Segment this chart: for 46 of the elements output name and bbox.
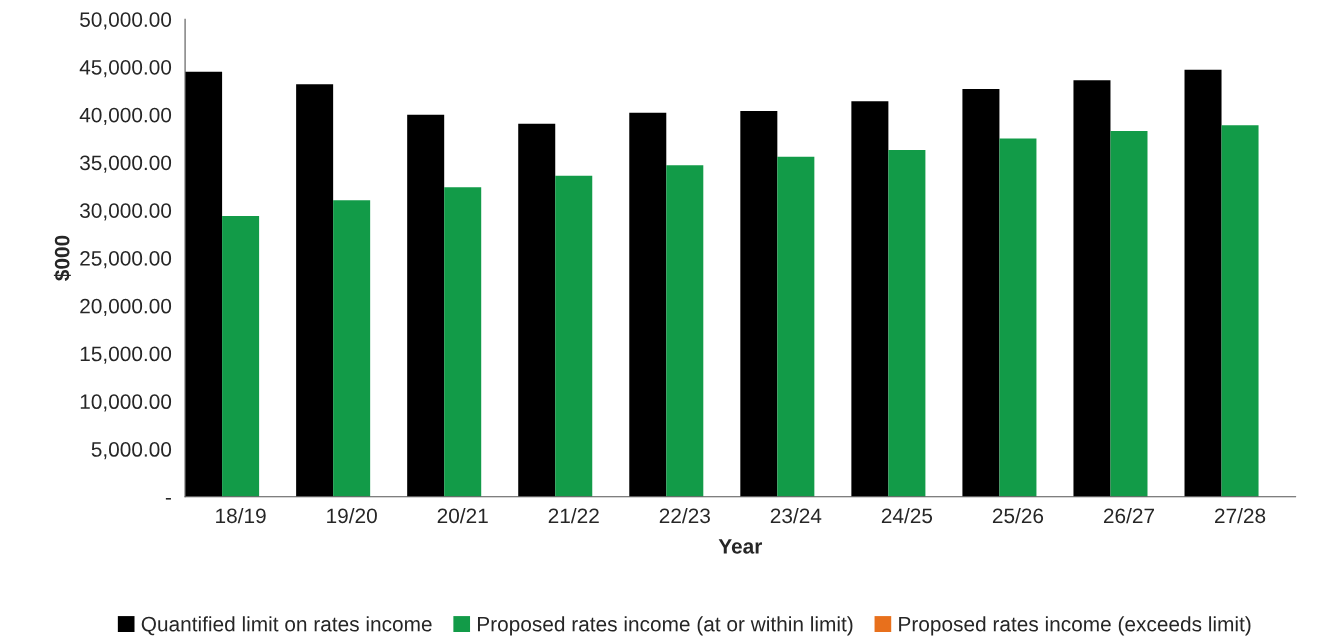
bar xyxy=(999,138,1037,497)
bar xyxy=(222,215,260,497)
legend-label: Proposed rates income (at or within limit) xyxy=(478,616,853,636)
x-tick-label: 20/21 xyxy=(437,507,488,524)
y-tick-label: 30,000.00 xyxy=(80,203,172,221)
y-tick-label: 15,000.00 xyxy=(80,346,172,364)
bar xyxy=(1221,125,1259,497)
bar xyxy=(740,110,778,497)
bar xyxy=(444,187,482,497)
y-tick-label: 40,000.00 xyxy=(79,107,172,125)
bar xyxy=(962,88,1000,497)
legend-label: Proposed rates income (exceeds limit) xyxy=(899,616,1251,636)
x-tick-label: 26/27 xyxy=(1103,507,1155,524)
bar xyxy=(555,175,593,497)
x-axis-title: Year xyxy=(718,539,763,554)
y-tick-label: 50,000.00 xyxy=(80,12,172,30)
x-tick-label: 18/19 xyxy=(216,507,266,524)
legend-label: Quantified limit on rates income xyxy=(141,616,432,636)
bar xyxy=(185,71,223,497)
x-tick-label: 19/20 xyxy=(327,507,377,524)
bar xyxy=(629,112,667,497)
y-tick-label: - xyxy=(165,497,171,500)
y-axis-title: $000 xyxy=(53,235,71,281)
y-tick-label: 20,000.00 xyxy=(80,298,172,316)
bar xyxy=(888,150,926,497)
bar xyxy=(518,123,556,497)
bar xyxy=(1110,130,1148,497)
bar xyxy=(1073,80,1111,497)
bar xyxy=(851,101,889,497)
bar xyxy=(777,156,815,497)
bar xyxy=(407,114,445,497)
y-tick-label: 45,000.00 xyxy=(79,59,172,78)
y-tick-label: 35,000.00 xyxy=(80,155,172,173)
y-tick-label: 10,000.00 xyxy=(80,394,172,412)
x-tick-label: 22/23 xyxy=(659,507,710,524)
bar xyxy=(296,84,334,497)
bar xyxy=(1184,69,1222,497)
x-tick-label: 25/26 xyxy=(992,507,1044,524)
bar xyxy=(333,200,371,497)
x-tick-label: 21/22 xyxy=(548,507,599,524)
y-tick-label: 25,000.00 xyxy=(80,251,172,269)
x-tick-label: 23/24 xyxy=(770,507,822,524)
x-tick-label: 24/25 xyxy=(881,507,933,524)
x-tick-label: 27/28 xyxy=(1215,507,1266,524)
bar xyxy=(666,165,704,497)
y-tick-label: 5,000.00 xyxy=(91,442,172,460)
